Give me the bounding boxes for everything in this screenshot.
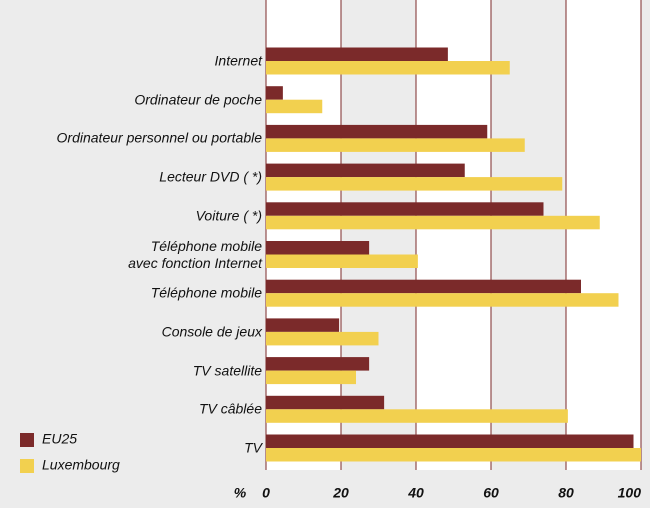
bar bbox=[266, 409, 568, 423]
bar bbox=[266, 357, 370, 371]
y-tick-label: TV satellite bbox=[192, 362, 262, 379]
bar bbox=[266, 86, 283, 100]
y-tick-label: Voiture ( *) bbox=[195, 207, 262, 224]
x-tick-label: 20 bbox=[332, 485, 349, 501]
bar bbox=[266, 202, 544, 216]
bar bbox=[266, 395, 385, 410]
y-tick-label: Téléphone mobile bbox=[150, 284, 262, 301]
bar bbox=[266, 61, 510, 75]
legend-label: Luxembourg bbox=[42, 457, 120, 473]
y-tick-label: TV câblée bbox=[198, 400, 262, 417]
bar bbox=[266, 124, 488, 139]
x-tick-label: 0 bbox=[262, 485, 270, 501]
legend-swatch bbox=[20, 459, 34, 473]
y-tick-label: Console de jeux bbox=[161, 323, 262, 340]
y-tick-label: Internet bbox=[214, 52, 262, 69]
plot-band bbox=[341, 0, 416, 470]
y-tick-label: Ordinateur personnel ou portable bbox=[56, 129, 262, 146]
x-tick-label: 40 bbox=[407, 485, 424, 501]
bar bbox=[266, 318, 340, 332]
bar bbox=[266, 215, 600, 230]
bar bbox=[266, 331, 379, 346]
bar bbox=[266, 163, 465, 178]
y-tick-label: TV bbox=[244, 439, 262, 456]
y-tick-label: Lecteur DVD ( *) bbox=[159, 168, 262, 185]
bar bbox=[266, 138, 525, 152]
plot-band bbox=[416, 0, 491, 470]
bar bbox=[266, 254, 418, 268]
y-tick-label: Ordinateur de poche bbox=[134, 91, 262, 108]
bar bbox=[266, 370, 356, 385]
x-tick-label: 60 bbox=[483, 485, 499, 501]
x-tick-label: 80 bbox=[558, 485, 574, 501]
x-axis-label: % bbox=[234, 485, 247, 501]
bar bbox=[266, 177, 563, 191]
bar bbox=[266, 448, 641, 462]
plot-band bbox=[491, 0, 566, 470]
y-tick-label: Téléphone mobile avec fonction Internet bbox=[128, 237, 262, 271]
plot-band bbox=[266, 0, 341, 470]
bar bbox=[266, 434, 634, 448]
bar bbox=[266, 279, 581, 294]
plot-band bbox=[566, 0, 641, 470]
bar bbox=[266, 47, 448, 61]
legend-swatch bbox=[20, 433, 34, 447]
legend-label: EU25 bbox=[42, 431, 77, 447]
bar bbox=[266, 241, 370, 255]
bar bbox=[266, 293, 619, 307]
x-tick-label: 100 bbox=[618, 485, 642, 501]
bar bbox=[266, 99, 323, 114]
